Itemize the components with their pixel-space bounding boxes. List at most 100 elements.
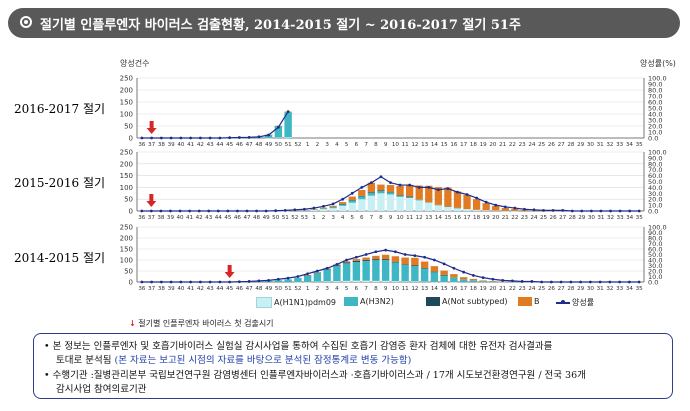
- positive-rate-point: [446, 187, 450, 190]
- positive-rate-point: [312, 206, 316, 210]
- positive-rate-point: [189, 280, 193, 284]
- first-detection-arrowhead: [224, 272, 235, 278]
- x-tick-label: 46: [236, 142, 244, 148]
- bar-segment: [415, 185, 423, 200]
- x-tick-label: 25: [538, 142, 546, 148]
- x-tick-label: 2: [316, 286, 320, 292]
- x-tick-label: 39: [167, 215, 175, 221]
- positive-rate-point: [423, 255, 427, 259]
- x-tick-label: 29: [577, 286, 585, 292]
- bar-segment: [472, 199, 481, 210]
- y-tick-label: 200: [120, 87, 133, 95]
- bar-segment: [411, 281, 419, 282]
- y2-tick-label: 0.0: [648, 208, 658, 216]
- y2-tick-label: 10.0: [648, 202, 662, 210]
- positive-rate-point: [283, 209, 287, 212]
- y2-tick-label: 40.0: [648, 257, 662, 265]
- positive-rate-point: [570, 209, 574, 213]
- bar-segment: [482, 210, 490, 211]
- first-detection-arrow: [149, 194, 154, 202]
- bar-segment: [381, 259, 390, 260]
- positive-rate-point: [471, 274, 475, 277]
- x-tick-label: 46: [236, 286, 244, 292]
- x-tick-label: 16: [450, 142, 458, 148]
- x-tick-label: 26: [550, 215, 558, 221]
- positive-rate-point: [247, 280, 251, 283]
- legend-label: B: [534, 297, 540, 306]
- positive-rate-point: [532, 208, 536, 212]
- bar-segment: [274, 137, 283, 139]
- x-tick-label: 10: [392, 142, 400, 148]
- bar-segment: [453, 207, 462, 209]
- positive-rate-point: [618, 209, 622, 213]
- positive-rate-point: [456, 190, 459, 194]
- bar-segment: [489, 281, 497, 282]
- positive-rate-point: [542, 209, 545, 212]
- x-tick-label: 14: [431, 286, 439, 292]
- x-tick-label: 23: [519, 142, 527, 148]
- bar-segment: [362, 260, 370, 281]
- positive-rate-point: [491, 277, 495, 281]
- x-tick-label: 9: [384, 142, 388, 148]
- x-tick-label: 11: [402, 142, 410, 148]
- bar-segment: [358, 189, 366, 196]
- y2-tick-label: 50.0: [648, 251, 662, 259]
- bar-segment: [425, 202, 433, 203]
- bar-segment: [482, 203, 490, 211]
- bar-segment: [358, 199, 366, 211]
- bar-segment: [381, 254, 390, 260]
- bar-segment: [386, 194, 395, 211]
- y2-tick-label: 60.0: [648, 99, 662, 107]
- bar-segment: [440, 275, 448, 282]
- bar-segment: [511, 208, 519, 211]
- x-tick-label: 45: [224, 215, 232, 221]
- positive-rate-point: [159, 280, 163, 284]
- bar-segment: [313, 272, 322, 282]
- x-tick-label: 51: [285, 142, 293, 148]
- positive-rate-point: [551, 209, 555, 212]
- info-line-3: • 수행기관 :질병관리본부 국립보건연구원 감염병센터 인플루엔자바이러스과 …: [44, 370, 586, 381]
- y-tick-label: 250: [120, 149, 133, 157]
- positive-rate-point: [286, 110, 290, 113]
- positive-rate-point: [140, 209, 144, 213]
- positive-rate-point: [589, 209, 593, 213]
- bar-segment: [459, 279, 468, 282]
- bar-segment: [415, 199, 423, 201]
- x-tick-label: 35: [636, 286, 644, 292]
- positive-rate-point: [618, 280, 622, 284]
- y2-tick-label: 30.0: [648, 190, 662, 198]
- x-tick-label: 28: [567, 142, 575, 148]
- bar-segment: [372, 260, 380, 281]
- y2-tick-label: 20.0: [648, 268, 662, 276]
- x-tick-label: 44: [216, 142, 224, 148]
- x-tick-label: 30: [587, 142, 595, 148]
- positive-rate-point: [417, 186, 421, 189]
- positive-rate-point: [462, 270, 466, 274]
- x-tick-label: 37: [148, 215, 156, 221]
- bar-segment: [319, 209, 328, 211]
- x-tick-label: 49: [265, 286, 273, 292]
- positive-rate-point: [208, 280, 212, 284]
- positive-rate-point: [364, 253, 368, 256]
- x-tick-label: 36: [138, 142, 146, 148]
- y-tick-label: 100: [120, 257, 133, 265]
- bar-segment: [329, 206, 337, 209]
- y-tick-label: 0: [129, 208, 133, 216]
- bar-segment: [450, 281, 458, 283]
- positive-rate-point: [331, 202, 335, 206]
- x-tick-label: 6: [355, 286, 359, 292]
- x-tick-label: 12: [411, 142, 418, 148]
- x-tick-label: 25: [540, 215, 548, 221]
- x-tick-label: 21: [499, 286, 507, 292]
- x-tick-label: 19: [480, 286, 488, 292]
- x-tick-label: 20: [489, 286, 497, 292]
- positive-rate-point: [549, 280, 553, 284]
- x-tick-label: 50: [272, 215, 280, 221]
- bar-segment: [372, 259, 380, 260]
- positive-rate-point: [228, 136, 232, 140]
- bar-segment: [377, 190, 385, 191]
- bar-segment: [420, 268, 429, 282]
- positive-rate-point: [398, 183, 402, 187]
- x-tick-label: 24: [528, 286, 536, 292]
